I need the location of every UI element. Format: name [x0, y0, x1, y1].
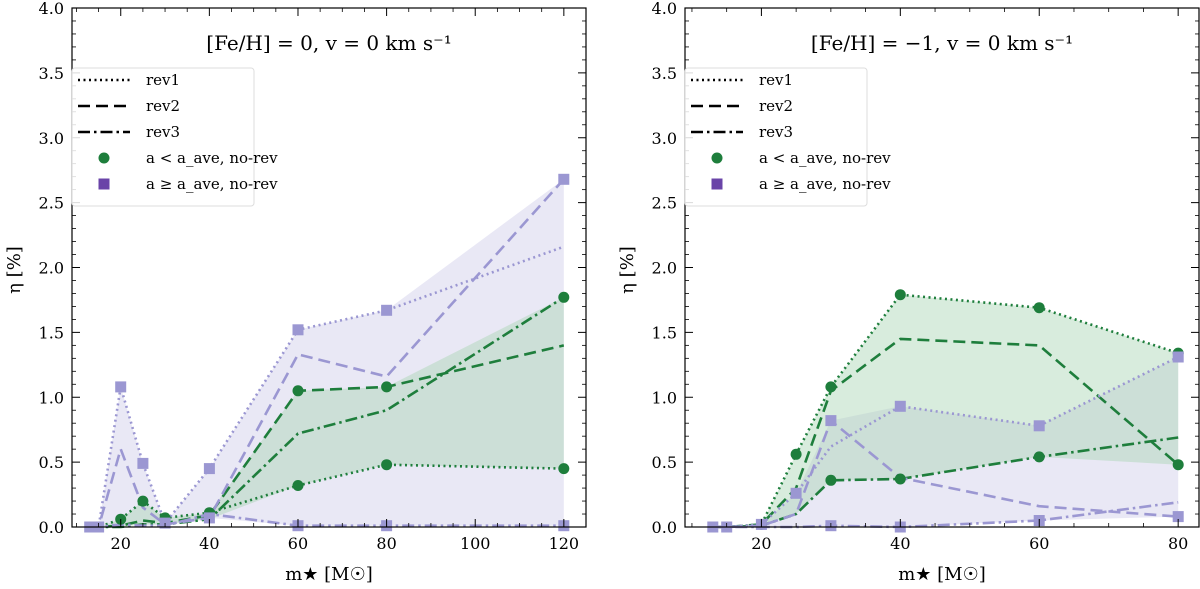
left-x-tick-label-80: 80	[376, 534, 396, 553]
left-green-marker-8	[558, 463, 570, 475]
left-legend-rev3-label: rev3	[146, 123, 180, 141]
right-legend-box	[684, 67, 868, 207]
right-x-tick-label-20: 20	[751, 534, 771, 553]
right-green-marker-7	[1033, 451, 1045, 463]
right-legend-a-geq-label: a ≥ a_ave, no-rev	[759, 175, 891, 193]
left-x-tick-label-60: 60	[288, 534, 308, 553]
right-legend-rev3-label: rev3	[759, 123, 793, 141]
left-purple-marker-2	[115, 381, 127, 393]
right-y-tick-label-6: 3.0	[652, 129, 677, 148]
right-y-tick-label-3: 1.5	[652, 323, 677, 342]
right-green-envelope-fill	[712, 294, 1179, 527]
left-y-tick-label-7: 3.5	[39, 64, 64, 83]
right-legend-purple-marker	[711, 178, 723, 190]
right-green-marker-1	[790, 448, 802, 460]
left-x-tick-label-40: 40	[199, 534, 219, 553]
right-purple-marker-6	[894, 400, 906, 412]
left-x-tick-label-120: 120	[549, 534, 580, 553]
left-legend-a-geq-label: a ≥ a_ave, no-rev	[146, 175, 278, 193]
left-purple-marker-5	[203, 463, 215, 475]
left-legend-a-less-label: a < a_ave, no-rev	[146, 149, 278, 167]
right-series-purple-rev3-line	[712, 501, 1179, 529]
left-y-axis-label: η [%]	[4, 246, 25, 294]
right-green-marker-5	[894, 473, 906, 485]
left-purple-envelope-fill	[89, 179, 564, 528]
right-series-green-rev3-line	[712, 436, 1179, 529]
right-purple-marker-11	[1172, 511, 1184, 523]
left-green-marker-6	[381, 459, 393, 471]
right-y-tick-label-0: 0.0	[652, 518, 677, 537]
right-fill-layer	[712, 294, 1179, 527]
left-green-marker-1	[137, 495, 149, 507]
right-green-marker-2	[825, 381, 837, 393]
left-green-marker-7	[381, 381, 393, 393]
right-x-tick-label-80: 80	[1168, 534, 1188, 553]
right-y-tick-label-7: 3.5	[652, 64, 677, 83]
right-legend-rev1-label: rev1	[759, 71, 793, 89]
left-green-marker-5	[292, 385, 304, 397]
left-y-tick-label-4: 2.0	[39, 259, 64, 278]
left-y-tick-label-2: 1.0	[39, 388, 64, 407]
right-green-marker-4	[894, 289, 906, 301]
right-panel: 20 40 60 80 0.0 0.5 1.0 1.5 2.0 2.5 3.0 3.5 4.0 [Fe/…	[617, 0, 1200, 585]
right-y-tick-label-4: 2.0	[652, 259, 677, 278]
left-legend-box	[71, 67, 255, 207]
right-x-tick-label-40: 40	[890, 534, 910, 553]
right-panel-title: [Fe/H] = −1, v = 0 km s⁻¹	[811, 31, 1073, 55]
right-plot-frame	[684, 7, 1200, 528]
left-legend-rev2-label: rev2	[146, 97, 180, 115]
right-purple-marker-8	[1033, 420, 1045, 432]
left-x-tick-label-20: 20	[111, 534, 131, 553]
left-x-tick-label-100: 100	[460, 534, 491, 553]
left-x-axis-label: m★ [M☉]	[285, 564, 373, 585]
left-y-tick-label-6: 3.0	[39, 129, 64, 148]
left-legend-purple-marker	[98, 178, 110, 190]
right-purple-marker-3	[790, 487, 802, 499]
right-purple-marker-4	[825, 415, 837, 427]
right-legend: rev1 rev2 rev3 a < a_ave, no-rev a ≥ a_a…	[684, 67, 891, 207]
left-purple-marker-7	[292, 324, 304, 336]
right-legend-green-marker	[711, 152, 723, 164]
right-purple-marker-10	[1172, 351, 1184, 363]
left-y-tick-label-3: 1.5	[39, 323, 64, 342]
right-legend-rev2-label: rev2	[759, 97, 793, 115]
left-series-purple-rev1-line	[89, 245, 565, 529]
left-y-tick-label-8: 4.0	[39, 0, 64, 18]
left-green-marker-9	[558, 291, 570, 303]
left-legend-green-marker	[98, 152, 110, 164]
left-green-envelope-fill	[89, 297, 564, 527]
left-legend-rev1-label: rev1	[146, 71, 180, 89]
left-plot-frame	[71, 7, 587, 528]
left-purple-marker-9	[381, 304, 393, 316]
right-x-tick-label-60: 60	[1029, 534, 1049, 553]
left-fill-layer	[89, 179, 564, 528]
right-legend-a-less-label: a < a_ave, no-rev	[759, 149, 891, 167]
right-y-tick-label-8: 4.0	[652, 0, 677, 18]
right-green-marker-6	[1033, 302, 1045, 314]
right-green-marker-3	[825, 474, 837, 486]
left-y-tick-label-0: 0.0	[39, 518, 64, 537]
right-y-tick-label-2: 1.0	[652, 388, 677, 407]
left-purple-marker-11	[558, 173, 570, 185]
left-panel-title: [Fe/H] = 0, v = 0 km s⁻¹	[206, 31, 451, 55]
right-green-marker-9	[1172, 459, 1184, 471]
right-y-axis-label: η [%]	[617, 246, 638, 294]
left-green-marker-4	[292, 480, 304, 491]
right-y-tick-label-1: 0.5	[652, 453, 677, 472]
left-panel: 20 40 60 80 100 120 0.0 0.5 1.0 1.5 2.0 2.5 3.0 3.5 4.…	[4, 0, 587, 585]
left-y-tick-label-1: 0.5	[39, 453, 64, 472]
right-x-axis-label: m★ [M☉]	[898, 564, 986, 585]
left-y-tick-label-5: 2.5	[39, 194, 64, 213]
left-axes-layer: 20 40 60 80 100 120 0.0 0.5 1.0 1.5 2.0 2.5 3.0 3.5 4.…	[39, 0, 587, 553]
right-y-tick-label-5: 2.5	[652, 194, 677, 213]
left-purple-marker-3	[137, 457, 149, 469]
left-legend: rev1 rev2 rev3 a < a_ave, no-rev a ≥ a_a…	[71, 67, 278, 207]
left-purple-marker-6	[203, 512, 215, 524]
